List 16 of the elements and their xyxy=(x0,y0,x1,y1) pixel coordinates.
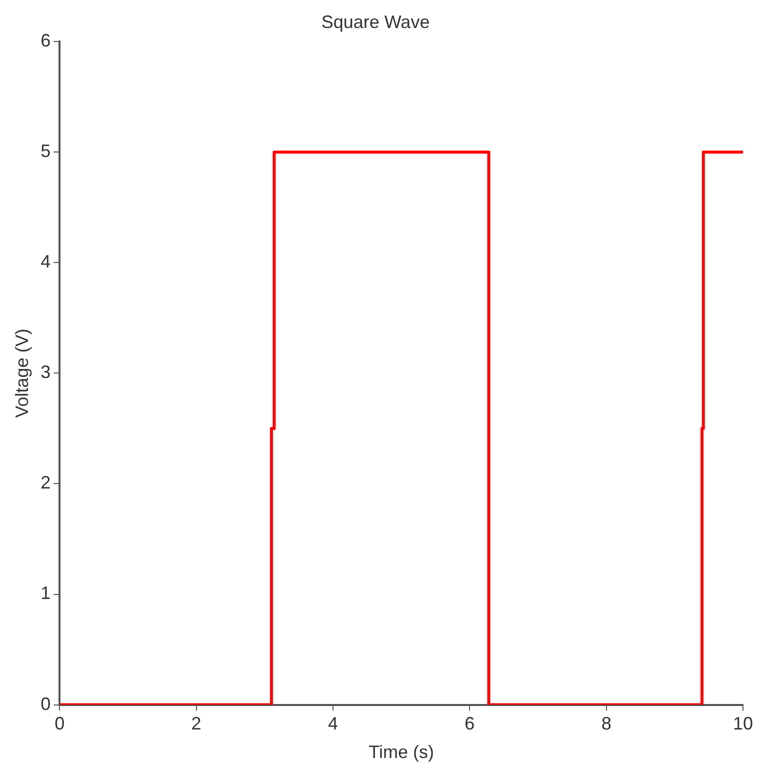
y-tick-label: 3 xyxy=(40,362,51,382)
x-axis-title: Time (s) xyxy=(368,742,434,762)
x-tick-label: 8 xyxy=(601,714,612,734)
x-tick-label: 0 xyxy=(54,714,65,734)
y-tick-label: 1 xyxy=(40,583,51,604)
y-axis-title: Voltage (V) xyxy=(12,328,32,418)
chart-title: Square Wave xyxy=(321,12,430,32)
y-tick-label: 6 xyxy=(40,30,51,51)
x-tick-label: 6 xyxy=(464,714,475,734)
y-tick-label: 0 xyxy=(40,694,51,714)
x-tick-label: 4 xyxy=(328,714,338,734)
x-tick-label: 10 xyxy=(732,714,754,734)
y-tick-label: 2 xyxy=(40,472,51,493)
x-tick-label: 2 xyxy=(191,714,202,734)
y-tick-label: 4 xyxy=(40,252,51,272)
y-tick-label: 5 xyxy=(40,141,51,162)
